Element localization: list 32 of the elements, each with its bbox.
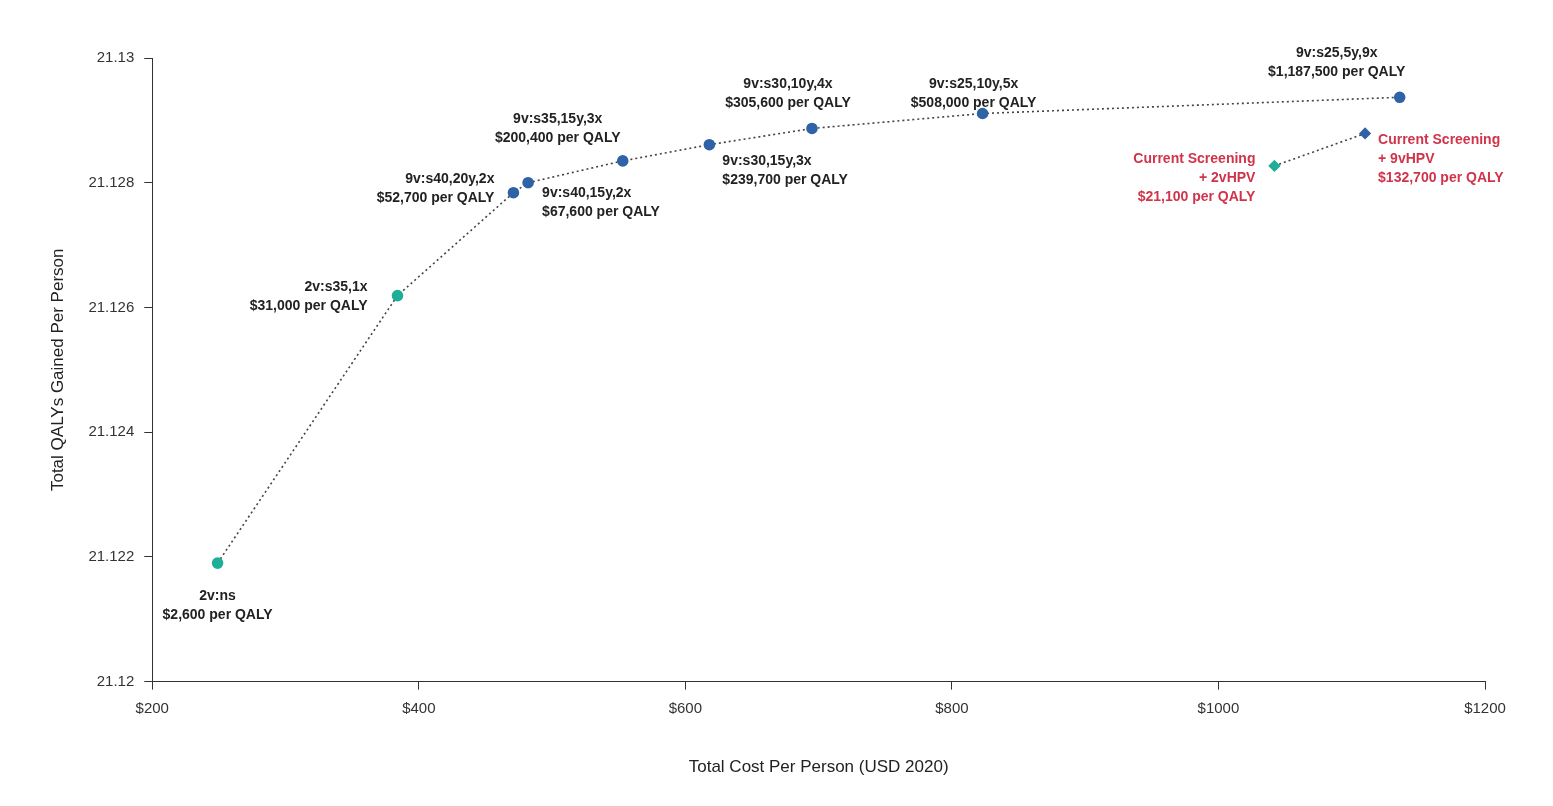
annotation: 9v:s40,20y,2x $52,700 per QALY xyxy=(376,169,496,205)
annotation: 9v:s25,10y,5x $508,000 per QALY xyxy=(910,75,1038,111)
y-tick-label: 21.128 xyxy=(88,172,135,190)
annotation: Current Screening + 9vHPV $132,700 per QALY xyxy=(1378,131,1505,186)
x-axis-title: Total Cost Per Person (USD 2020) xyxy=(688,757,949,777)
annotation: 9v:s30,10y,4x $305,600 per QALY xyxy=(725,75,852,111)
x-tick-label: $800 xyxy=(935,698,969,716)
y-tick-label: 21.13 xyxy=(96,48,135,66)
point xyxy=(806,122,818,135)
y-tick-label: 21.12 xyxy=(96,671,135,689)
point xyxy=(1393,91,1406,104)
x-tick-label: $400 xyxy=(402,698,436,716)
y-tick-label: 21.124 xyxy=(88,422,135,440)
annotation: 9v:s30,15y,3x $239,700 per QALY xyxy=(722,151,849,187)
x-tick-label: $600 xyxy=(668,698,703,716)
annotation: 9v:s40,15y,2x $67,600 per QALY xyxy=(542,183,661,219)
y-axis-title: Total QALYs Gained Per Person xyxy=(47,248,67,492)
point xyxy=(616,155,629,167)
y-tick-label: 21.126 xyxy=(88,297,135,315)
x-tick-label: $200 xyxy=(135,698,169,716)
y-tick-label: 21.122 xyxy=(88,547,135,565)
annotation: Current Screening + 2vHPV $21,100 per QALY xyxy=(1133,149,1257,204)
point xyxy=(703,138,716,151)
x-tick-label: $1000 xyxy=(1197,698,1240,716)
annotation: 9v:s35,15y,3x $200,400 per QALY xyxy=(494,109,622,145)
point xyxy=(1268,160,1281,172)
annotation: 9v:s25,5y,9x $1,187,500 per QALY xyxy=(1268,44,1406,80)
annotation: 2v:ns $2,600 per QALY xyxy=(162,586,274,622)
point xyxy=(507,186,520,199)
x-tick-label: $1200 xyxy=(1464,698,1506,716)
point xyxy=(522,176,534,189)
annotation: 2v:s35,1x $31,000 per QALY xyxy=(249,278,369,314)
